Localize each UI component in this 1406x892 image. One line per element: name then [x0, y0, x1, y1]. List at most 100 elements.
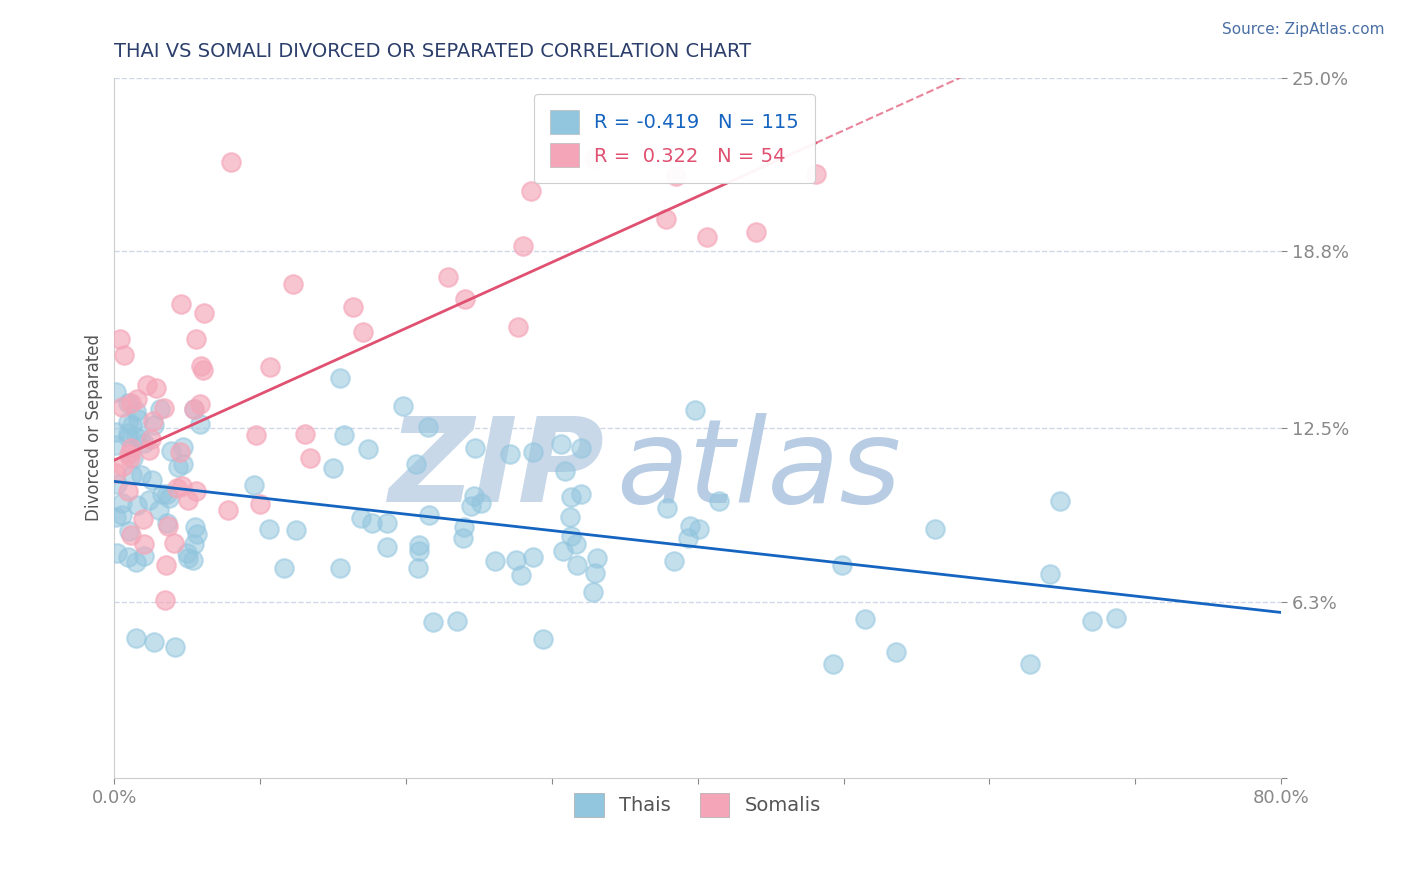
- Point: [184, 520, 207, 534]
- Point: [105, 467, 128, 481]
- Point: [884, 645, 907, 659]
- Point: [143, 635, 166, 649]
- Point: [104, 425, 127, 440]
- Point: [823, 657, 845, 671]
- Point: [333, 428, 356, 442]
- Point: [451, 532, 474, 546]
- Point: [453, 520, 475, 534]
- Point: [679, 518, 702, 533]
- Point: [110, 332, 132, 346]
- Point: [157, 491, 180, 506]
- Point: [405, 457, 427, 471]
- Point: [696, 229, 718, 244]
- Point: [360, 516, 382, 530]
- Point: [564, 536, 586, 550]
- Point: [149, 402, 172, 417]
- Point: [186, 527, 208, 541]
- Point: [463, 489, 485, 503]
- Point: [484, 554, 506, 568]
- Point: [418, 420, 440, 434]
- Point: [125, 631, 148, 645]
- Point: [285, 524, 308, 538]
- Point: [120, 527, 142, 541]
- Point: [676, 531, 699, 545]
- Point: [509, 567, 531, 582]
- Point: [127, 412, 149, 426]
- Point: [177, 551, 200, 566]
- Point: [508, 320, 530, 334]
- Point: [1039, 567, 1062, 582]
- Point: [219, 154, 242, 169]
- Y-axis label: Divorced or Separated: Divorced or Separated: [86, 334, 103, 522]
- Text: atlas: atlas: [616, 413, 901, 527]
- Point: [156, 519, 179, 533]
- Point: [117, 549, 139, 564]
- Point: [375, 516, 398, 531]
- Point: [654, 211, 676, 226]
- Point: [464, 441, 486, 455]
- Point: [342, 301, 364, 315]
- Point: [160, 443, 183, 458]
- Point: [499, 447, 522, 461]
- Point: [569, 441, 592, 455]
- Point: [560, 529, 582, 543]
- Point: [357, 442, 380, 456]
- Point: [1049, 494, 1071, 508]
- Point: [124, 429, 146, 443]
- Point: [550, 436, 572, 450]
- Point: [170, 479, 193, 493]
- Point: [125, 555, 148, 569]
- Point: [188, 397, 211, 411]
- Point: [454, 292, 477, 306]
- Point: [155, 558, 177, 572]
- Point: [121, 467, 143, 482]
- Point: [125, 499, 148, 513]
- Point: [163, 640, 186, 654]
- Point: [470, 496, 492, 510]
- Point: [121, 417, 143, 432]
- Point: [352, 325, 374, 339]
- Point: [707, 494, 730, 508]
- Point: [163, 536, 186, 550]
- Point: [117, 429, 139, 443]
- Point: [134, 549, 156, 564]
- Point: [193, 306, 215, 320]
- Point: [662, 554, 685, 568]
- Point: [408, 538, 430, 552]
- Point: [139, 433, 162, 447]
- Point: [148, 503, 170, 517]
- Point: [299, 450, 322, 465]
- Point: [446, 615, 468, 629]
- Point: [122, 451, 145, 466]
- Text: THAI VS SOMALI DIVORCED OR SEPARATED CORRELATION CHART: THAI VS SOMALI DIVORCED OR SEPARATED COR…: [114, 42, 752, 61]
- Point: [418, 508, 440, 522]
- Point: [583, 151, 606, 165]
- Point: [1105, 611, 1128, 625]
- Point: [406, 560, 429, 574]
- Point: [683, 403, 706, 417]
- Text: Source: ZipAtlas.com: Source: ZipAtlas.com: [1222, 22, 1385, 37]
- Point: [804, 167, 827, 181]
- Point: [520, 184, 543, 198]
- Point: [582, 584, 605, 599]
- Point: [257, 522, 280, 536]
- Point: [138, 492, 160, 507]
- Point: [560, 509, 582, 524]
- Point: [125, 404, 148, 418]
- Point: [153, 401, 176, 416]
- Point: [141, 473, 163, 487]
- Point: [186, 332, 208, 346]
- Point: [105, 510, 128, 524]
- Point: [120, 396, 142, 410]
- Point: [191, 363, 214, 377]
- Point: [142, 414, 165, 428]
- Point: [273, 561, 295, 575]
- Point: [217, 503, 239, 517]
- Point: [176, 546, 198, 560]
- Point: [129, 467, 152, 482]
- Point: [688, 522, 710, 536]
- Point: [166, 481, 188, 495]
- Point: [128, 431, 150, 445]
- Point: [569, 487, 592, 501]
- Point: [283, 277, 305, 291]
